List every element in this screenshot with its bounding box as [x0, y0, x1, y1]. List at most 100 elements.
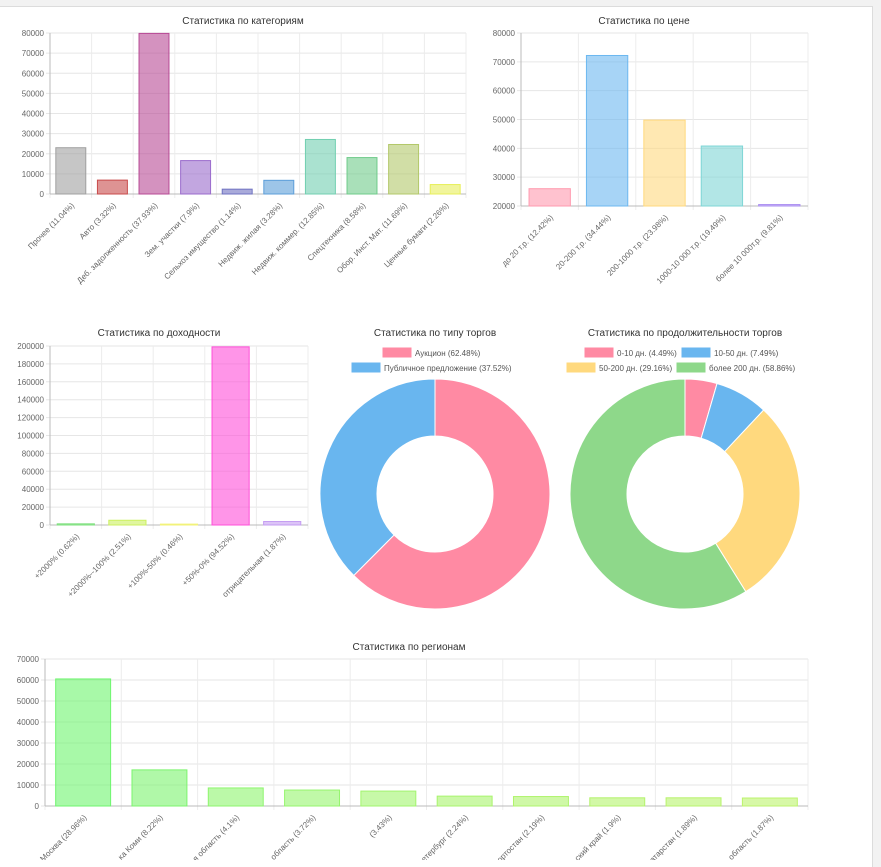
chart-trade_type [319, 378, 551, 610]
bar [96, 179, 128, 195]
bar [360, 790, 417, 807]
x-tick-label: 200-1000 т.р. (23.98%) [605, 213, 670, 278]
x-tick-label: етербург (2.24%) [419, 813, 470, 860]
legend-swatch [676, 362, 706, 373]
bar [284, 789, 341, 807]
legend-item: более 200 дн. (58.86%) [709, 364, 796, 373]
bar [304, 138, 336, 195]
bar [131, 769, 188, 807]
y-tick-label: 70000 [17, 655, 40, 664]
y-tick-label: 120000 [17, 414, 44, 423]
legend-swatch [681, 347, 711, 358]
x-tick-label: +50%-0% (94.52%) [180, 532, 236, 588]
y-tick-label: 200000 [17, 342, 44, 351]
x-tick-label: область (1.87%) [727, 813, 776, 860]
y-tick-label: 20000 [493, 202, 516, 211]
bar [741, 797, 798, 807]
y-tick-label: 20000 [17, 760, 40, 769]
x-tick-label: я область (4.1%) [191, 813, 241, 860]
bar [263, 521, 302, 526]
y-tick-label: 60000 [22, 467, 45, 476]
y-tick-label: 70000 [22, 49, 45, 58]
y-tick-label: 40000 [493, 144, 516, 153]
legend-item: Публичное предложение (37.52%) [384, 364, 512, 373]
y-tick-label: 20000 [22, 150, 45, 159]
y-tick-label: 40000 [22, 110, 45, 119]
legend-trade_type: Аукцион (62.48%) Публичное предложение (3… [351, 347, 512, 373]
bar [528, 188, 571, 207]
bar [585, 54, 629, 207]
chart-duration [569, 378, 801, 610]
bar [388, 143, 420, 195]
y-tick-label: 0 [35, 802, 40, 811]
bar [55, 147, 87, 195]
bar [700, 145, 744, 207]
y-tick-label: 100000 [17, 432, 44, 441]
bar [346, 157, 378, 195]
chart-yield: 0 20000 40000 60000 80000 100000 120000 140000 1… [17, 342, 309, 599]
y-tick-label: 40000 [22, 485, 45, 494]
y-tick-label: 60000 [493, 87, 516, 96]
pie-slice [714, 409, 801, 593]
bar [159, 523, 199, 526]
bar [436, 795, 493, 807]
x-tick-label: ский край (1.9%) [573, 813, 623, 860]
chart-title-duration: Статистика по продолжительности торгов [588, 328, 782, 339]
legend-item: 10-50 дн. (7.49%) [714, 349, 779, 358]
y-tick-label: 50000 [22, 89, 45, 98]
y-tick-label: 80000 [22, 29, 45, 38]
bar [512, 796, 569, 807]
y-tick-label: 140000 [17, 396, 44, 405]
bar [589, 797, 646, 807]
chart-title-price: Статистика по цене [598, 16, 690, 27]
bar [207, 787, 264, 807]
x-tick-label: Сельхоз имущество (1.14%) [162, 201, 242, 281]
y-tick-label: 80000 [22, 449, 45, 458]
chart-categories: 0 10000 20000 30000 40000 50000 60000 70000 8000… [22, 29, 467, 285]
y-tick-label: 60000 [17, 676, 40, 685]
y-tick-label: 70000 [493, 58, 516, 67]
legend-swatch [584, 347, 614, 358]
y-tick-label: 30000 [17, 739, 40, 748]
y-tick-label: 0 [40, 190, 45, 199]
bar [758, 204, 801, 207]
x-tick-label: Недвиж. коммер. (12.85%) [250, 201, 326, 277]
x-tick-label: Авто (3.32%) [78, 201, 118, 241]
y-tick-label: 0 [40, 521, 45, 530]
bar [55, 678, 112, 807]
y-tick-label: 10000 [22, 170, 45, 179]
y-tick-label: 50000 [493, 116, 516, 125]
x-tick-label: Прочее (11.04%) [26, 201, 76, 251]
x-tick-label: ка Коми (8.22%) [116, 813, 165, 860]
bar [263, 179, 295, 195]
x-tick-label: атарстан (1.89%) [648, 813, 699, 860]
bar [138, 32, 170, 195]
x-tick-label: область (3.72%) [269, 813, 318, 860]
bar [665, 797, 722, 807]
bar [108, 519, 147, 526]
x-tick-label: до 20 т.р. (12.42%) [500, 213, 555, 268]
chart-title-categories: Статистика по категориям [182, 16, 304, 27]
y-tick-label: 10000 [17, 781, 40, 790]
y-tick-label: 30000 [493, 173, 516, 182]
chart-price: 20000 30000 40000 50000 60000 70000 80000 до 20… [493, 29, 809, 286]
x-tick-label: (3.43%) [368, 813, 394, 839]
bar [56, 523, 95, 526]
bar [643, 119, 686, 207]
legend-duration: 0-10 дн. (4.49%) 10-50 дн. (7.49%) 50-200 … [566, 347, 796, 373]
x-tick-label: Москва (28.96%) [38, 813, 88, 860]
pie-slice [569, 378, 747, 610]
x-tick-label: +100%-50% (0.46%) [126, 532, 185, 591]
x-tick-label: более 10 000т.р. (9.81%) [714, 213, 785, 284]
x-tick-label: ортостан (2.19%) [495, 813, 546, 860]
legend-swatch [382, 347, 412, 358]
chart-regions: 0 10000 20000 30000 40000 50000 60000 70000 Моск… [17, 655, 809, 860]
legend-swatch [566, 362, 596, 373]
y-tick-label: 180000 [17, 360, 44, 369]
bar [221, 188, 253, 195]
chart-title-trade-type: Статистика по типу торгов [374, 328, 496, 339]
y-tick-label: 60000 [22, 69, 45, 78]
legend-item: Аукцион (62.48%) [415, 349, 481, 358]
pie-slice [319, 378, 436, 577]
